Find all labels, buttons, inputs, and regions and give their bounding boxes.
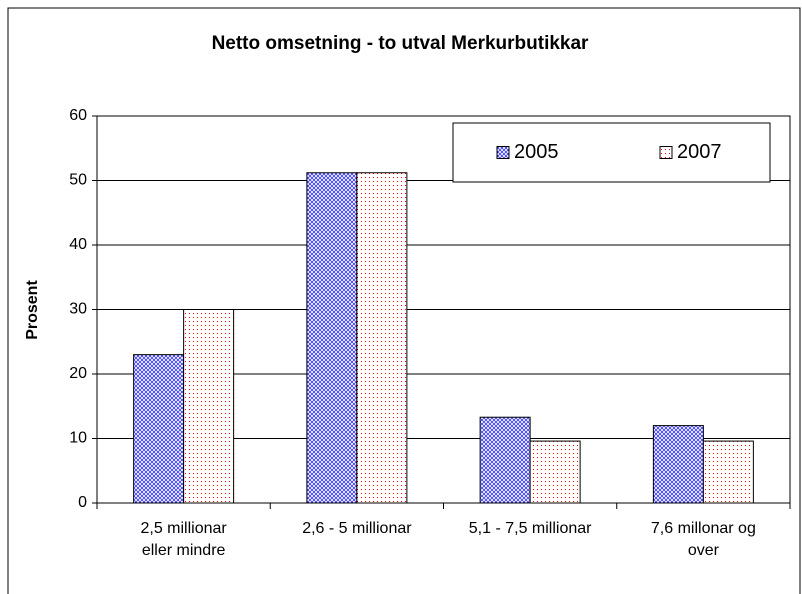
- y-tick-label: 40: [69, 236, 87, 253]
- x-tick-label: 2,5 millionar eller mindre: [140, 520, 227, 559]
- legend-label: 2005: [514, 141, 559, 163]
- y-tick-label: 20: [69, 365, 87, 382]
- y-tick-label: 0: [78, 494, 87, 511]
- y-tick-label: 10: [69, 430, 87, 447]
- legend-frame: [452, 122, 771, 183]
- bar: [356, 172, 408, 504]
- bar: [479, 416, 531, 504]
- chart-title: Netto omsetning - to utval Merkurbutikka…: [212, 33, 589, 54]
- y-axis-label: Prosent: [24, 280, 41, 340]
- legend-swatch: [659, 146, 673, 159]
- x-tick-label: 7,6 millonar og over: [650, 520, 756, 559]
- bar: [702, 440, 754, 504]
- x-tick-label: 2,6 - 5 millionar: [302, 520, 412, 537]
- bar: [529, 440, 581, 504]
- y-tick-label: 30: [69, 301, 87, 318]
- x-tick-label: 5,1 - 7,5 millionar: [468, 520, 592, 537]
- y-tick-label: 50: [69, 172, 87, 189]
- bar: [133, 354, 185, 504]
- bar: [183, 309, 235, 504]
- legend-swatch: [496, 146, 510, 159]
- bar: [306, 172, 358, 504]
- legend-label: 2007: [677, 141, 722, 163]
- y-tick-label: 60: [69, 107, 87, 124]
- bar: [652, 425, 704, 504]
